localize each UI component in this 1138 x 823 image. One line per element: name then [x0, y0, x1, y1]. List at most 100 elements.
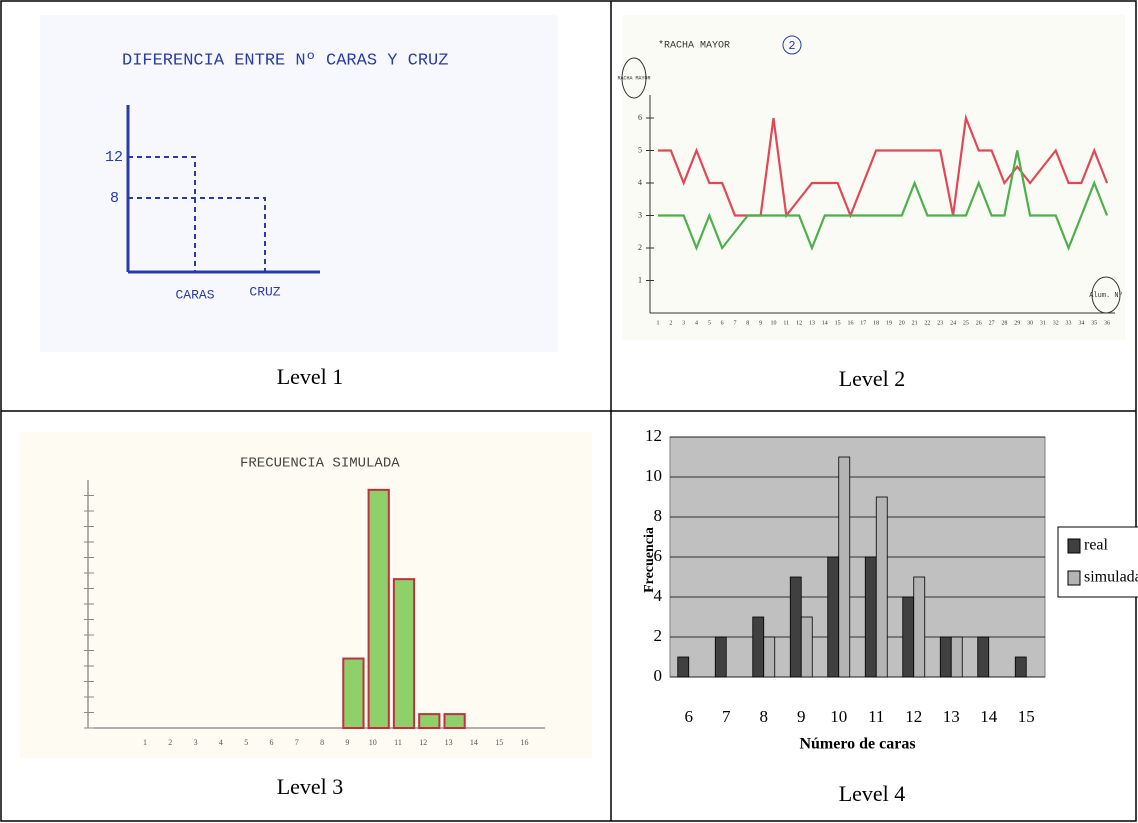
bar — [418, 713, 441, 729]
bar — [443, 713, 466, 729]
x-tick-label: 23 — [937, 320, 943, 326]
bar — [367, 488, 390, 729]
x-tick-label: 28 — [1001, 320, 1007, 326]
x-tick-label: 13 — [943, 707, 960, 726]
x-tick-label: 12 — [796, 320, 802, 326]
x-tick-label: 5 — [244, 738, 248, 747]
sketch-title: FRECUENCIA SIMULADA — [240, 456, 400, 472]
x-tick-label: 22 — [924, 320, 930, 326]
x-tick-label: 13 — [809, 320, 815, 326]
y-label: 8 — [110, 190, 119, 207]
x-tick-label: 9 — [797, 707, 806, 726]
sketch-paper — [20, 432, 592, 758]
x-tick-label: 1 — [657, 320, 660, 326]
x-tick-label: 11 — [394, 738, 402, 747]
bar — [342, 657, 365, 729]
sketch-paper — [40, 15, 558, 352]
y-tick-label: 5 — [638, 145, 642, 154]
bar — [939, 636, 952, 678]
x-tick-label: 5 — [708, 320, 711, 326]
x-tick-label: 18 — [873, 320, 879, 326]
y-tick-label: 0 — [654, 666, 663, 685]
x-tick-label: 11 — [783, 320, 789, 326]
x-axis-title: Número de caras — [799, 736, 915, 753]
x-tick-label: 10 — [830, 707, 847, 726]
x-axis-title: Alum. Nº — [1089, 292, 1123, 300]
y-tick-label: 2 — [638, 243, 642, 252]
x-tick-label: 21 — [912, 320, 918, 326]
bar — [950, 636, 963, 678]
x-tick-label: 7 — [722, 707, 731, 726]
x-tick-label: 7 — [733, 320, 736, 326]
bar — [827, 556, 840, 678]
y-tick-label: 4 — [638, 178, 642, 187]
bar — [913, 576, 926, 678]
y-tick-label: 3 — [638, 210, 642, 219]
bar — [864, 556, 877, 678]
legend-label: real — [1084, 537, 1109, 554]
x-tick-label: 33 — [1066, 320, 1072, 326]
x-tick-label: 9 — [345, 738, 349, 747]
y-tick-label: 8 — [654, 506, 663, 525]
x-tick-label: 15 — [495, 738, 503, 747]
x-tick-label: 8 — [760, 707, 769, 726]
x-tick-label: 14 — [470, 738, 478, 747]
y-tick-label: 6 — [654, 546, 663, 565]
x-tick-label: 12 — [419, 738, 427, 747]
x-tick-label: 8 — [746, 320, 749, 326]
bar — [714, 636, 727, 678]
x-tick-label: 15 — [1018, 707, 1035, 726]
x-tick-label: 3 — [194, 738, 198, 747]
bar — [789, 576, 802, 678]
line-series — [658, 150, 1109, 251]
x-tick-label: 29 — [1014, 320, 1020, 326]
annotation: 2 — [788, 39, 795, 53]
bar — [800, 616, 813, 678]
bar — [902, 596, 915, 678]
bar — [977, 636, 990, 678]
x-tick-label: 19 — [886, 320, 892, 326]
legend-swatch — [1067, 570, 1081, 586]
y-tick-label: 10 — [645, 466, 662, 485]
x-tick-label: 11 — [868, 707, 884, 726]
x-tick-label: 10 — [369, 738, 377, 747]
legend-swatch — [1067, 538, 1081, 554]
x-tick-label: 7 — [295, 738, 299, 747]
y-tick-label: 1 — [638, 275, 642, 284]
cell-label: Level 2 — [839, 366, 906, 391]
dashed-guide — [128, 156, 266, 272]
y-tick-label: 2 — [654, 626, 663, 645]
x-tick-label: 6 — [270, 738, 274, 747]
sketch-paper — [622, 15, 1125, 340]
y-tick-label: 12 — [645, 426, 662, 445]
x-tick-label: 9 — [759, 320, 762, 326]
cell-label: Level 4 — [839, 781, 906, 806]
bar — [1014, 656, 1027, 678]
x-tick-label: 4 — [219, 738, 223, 747]
x-tick-label: 12 — [905, 707, 922, 726]
x-tick-label: 2 — [669, 320, 672, 326]
x-label: CARAS — [175, 287, 214, 302]
x-tick-label: 2 — [168, 738, 172, 747]
y-label: 12 — [105, 149, 123, 166]
bar — [677, 656, 690, 678]
x-tick-label: 20 — [899, 320, 905, 326]
bar — [752, 616, 765, 678]
x-tick-label: 3 — [682, 320, 685, 326]
x-tick-label: 25 — [963, 320, 969, 326]
x-tick-label: 36 — [1104, 320, 1110, 326]
x-tick-label: 15 — [835, 320, 841, 326]
x-tick-label: 34 — [1078, 320, 1084, 326]
x-tick-label: 16 — [847, 320, 853, 326]
sketch-title: *RACHA MAYOR — [658, 40, 730, 52]
x-tick-label: 32 — [1053, 320, 1059, 326]
y-axis-title: Frecuencia — [642, 527, 657, 593]
x-tick-label: 31 — [1040, 320, 1046, 326]
bar — [392, 578, 416, 730]
y-tick-label: 6 — [638, 113, 642, 122]
legend-label: simulada — [1084, 569, 1138, 586]
x-tick-label: 14 — [980, 707, 998, 726]
x-tick-label: 35 — [1091, 320, 1097, 326]
x-tick-label: 13 — [445, 738, 453, 747]
x-label: CRUZ — [249, 284, 280, 299]
